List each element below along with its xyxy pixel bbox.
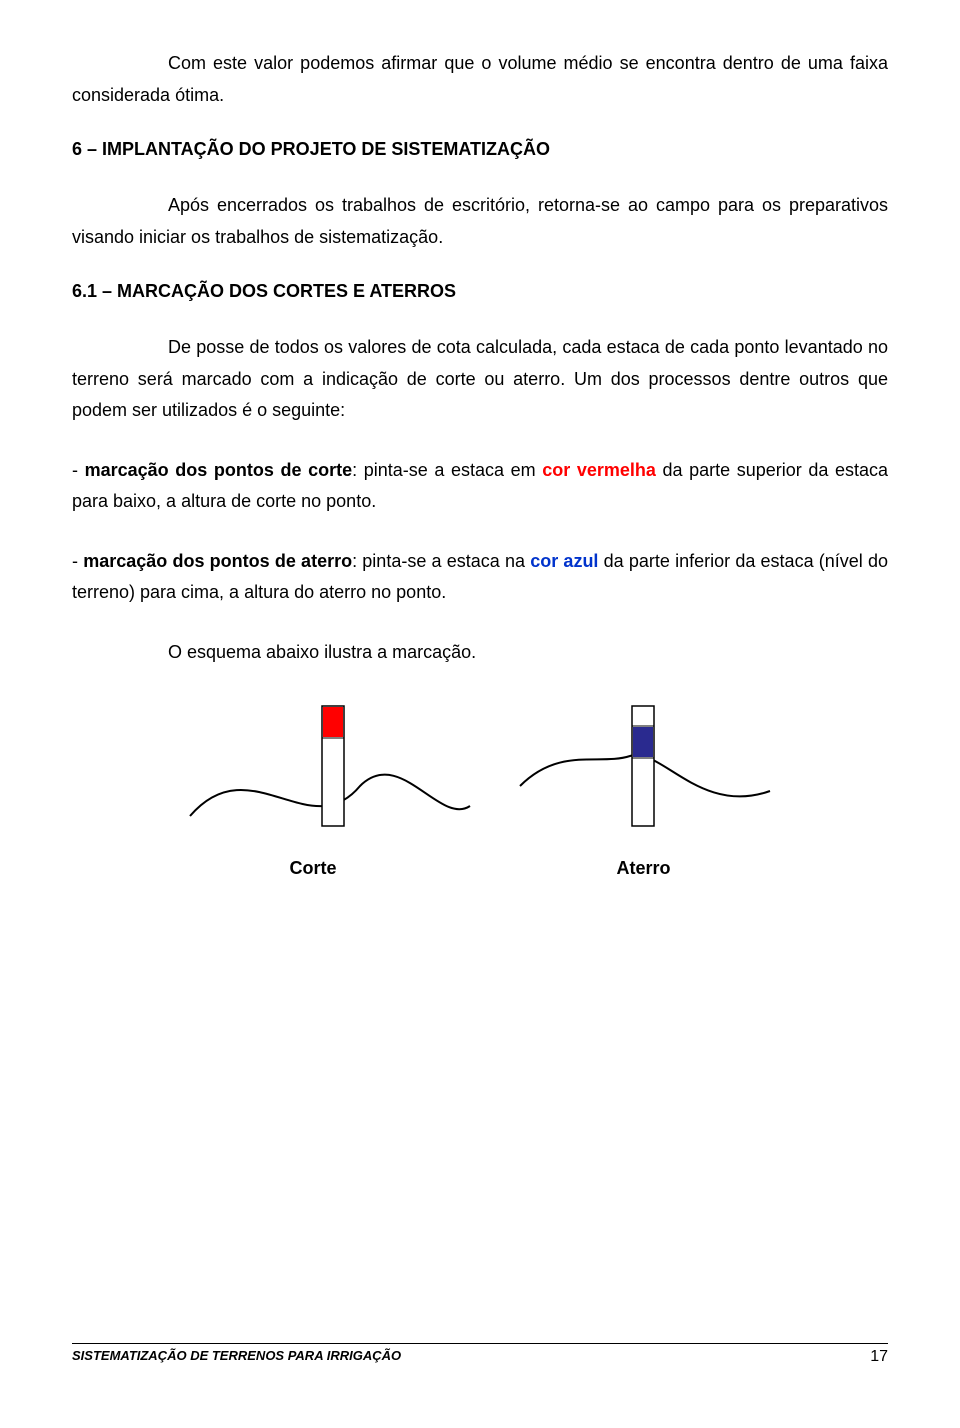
footer-rule: [72, 1343, 888, 1344]
bullet-aterro-label: marcação dos pontos de aterro: [83, 551, 352, 571]
heading-6-1: 6.1 – MARCAÇÃO DOS CORTES E ATERROS: [72, 281, 888, 302]
bullet-corte: - marcação dos pontos de corte: pinta-se…: [72, 455, 888, 518]
bullet-aterro-blue: cor azul: [530, 551, 598, 571]
aterro-label: Aterro: [617, 858, 671, 879]
paragraph-6: Após encerrados os trabalhos de escritór…: [72, 190, 888, 253]
schema-caption: O esquema abaixo ilustra a marcação.: [168, 637, 888, 669]
heading-6: 6 – IMPLANTAÇÃO DO PROJETO DE SISTEMATIZ…: [72, 139, 888, 160]
footer-page-number: 17: [870, 1348, 888, 1366]
marking-diagram: [160, 696, 800, 846]
corte-label: Corte: [289, 858, 336, 879]
intro-paragraph: Com este valor podemos afirmar que o vol…: [72, 48, 888, 111]
footer-title: SISTEMATIZAÇÃO DE TERRENOS PARA IRRIGAÇÃ…: [72, 1348, 401, 1366]
bullet-corte-red: cor vermelha: [542, 460, 656, 480]
corte-stake: [190, 706, 470, 826]
paragraph-6-1: De posse de todos os valores de cota cal…: [72, 332, 888, 427]
bullet-corte-label: marcação dos pontos de corte: [85, 460, 352, 480]
aterro-stake: [520, 706, 770, 826]
bullet-corte-mid1: : pinta-se a estaca em: [352, 460, 542, 480]
bullet-lead: -: [72, 460, 85, 480]
bullet-aterro: - marcação dos pontos de aterro: pinta-s…: [72, 546, 888, 609]
diagram-labels: Corte Aterro: [72, 858, 888, 879]
bullet-aterro-mid1: : pinta-se a estaca na: [352, 551, 530, 571]
page-footer: SISTEMATIZAÇÃO DE TERRENOS PARA IRRIGAÇÃ…: [72, 1343, 888, 1366]
bullet-lead: -: [72, 551, 83, 571]
diagram-container: [72, 696, 888, 846]
